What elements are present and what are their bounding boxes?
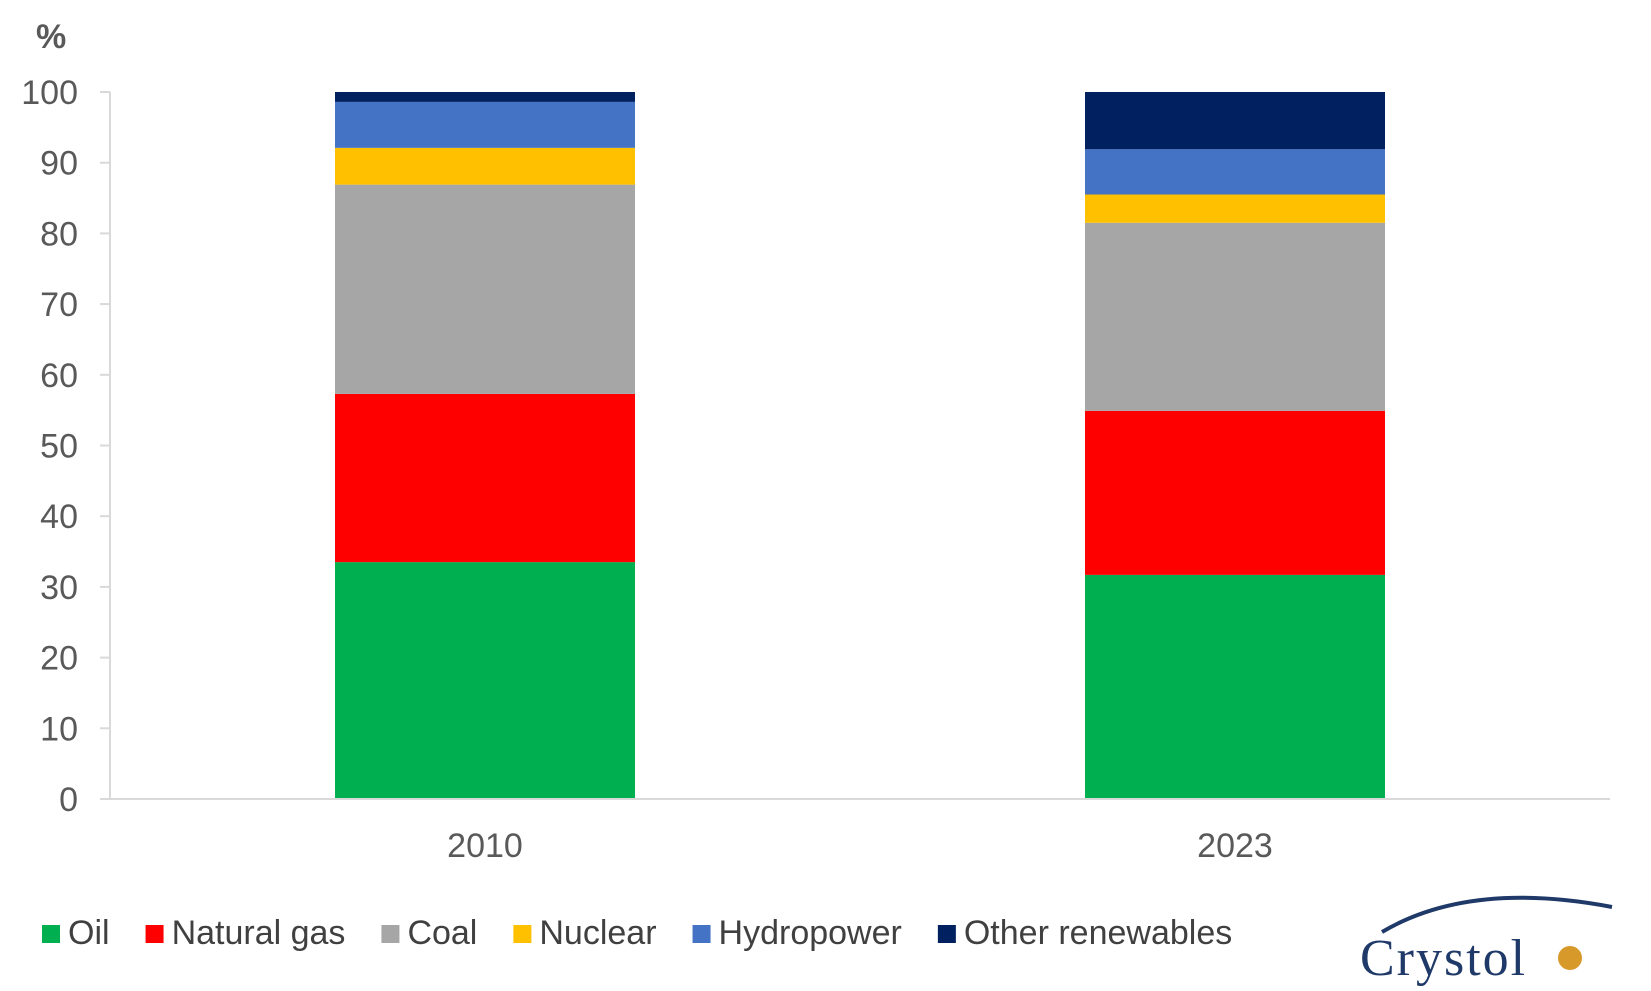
y-tick-label: 90 <box>40 145 78 183</box>
legend-label: Other renewables <box>964 914 1232 952</box>
bar-segment-coal-2023 <box>1085 222 1385 411</box>
y-tick-label: 10 <box>40 710 78 748</box>
bar-segment-natural-gas-2023 <box>1085 410 1385 575</box>
legend: Oil Natural gas Coal Nuclear Hydropower Other… <box>42 914 1232 952</box>
legend-swatch-natural-gas <box>145 925 164 943</box>
legend-swatch-coal <box>381 925 400 943</box>
logo-text: Crystol <box>1360 930 1527 987</box>
legend-swatch-oil <box>42 925 60 943</box>
bar-segment-hydropower-2010 <box>335 101 635 148</box>
y-tick-label: 80 <box>40 215 78 253</box>
y-tick-label: 30 <box>40 569 78 607</box>
y-tick-label: 0 <box>59 781 78 819</box>
bars <box>335 92 1385 799</box>
bar-segment-nuclear-2010 <box>335 147 635 185</box>
bar-segment-oil-2023 <box>1085 574 1385 799</box>
x-axis: 2010 2023 <box>447 827 1273 865</box>
legend-label: Hydropower <box>719 914 902 952</box>
y-tick-label: 20 <box>40 640 78 678</box>
legend-label: Natural gas <box>172 914 346 952</box>
y-unit-label: % <box>36 18 66 56</box>
logo-drop-icon <box>1558 946 1582 970</box>
y-axis: 0 10 20 30 40 50 60 70 80 90 100 <box>21 74 110 819</box>
y-tick-label: 50 <box>40 428 78 466</box>
bar-segment-other-renewables-2010 <box>335 92 635 102</box>
y-tick-label: 60 <box>40 357 78 395</box>
x-tick-label: 2023 <box>1197 827 1273 865</box>
legend-swatch-nuclear <box>513 925 532 943</box>
y-tick-label: 100 <box>21 74 78 112</box>
legend-label: Coal <box>407 914 477 952</box>
legend-label: Oil <box>68 914 110 952</box>
legend-swatch-other-renewables <box>937 925 956 943</box>
legend-swatch-hydropower <box>692 925 711 943</box>
crystol-logo: Crystol <box>1360 895 1613 987</box>
bar-segment-oil-2010 <box>335 562 635 799</box>
logo-swoosh <box>1380 895 1613 934</box>
x-tick-label: 2010 <box>447 827 523 865</box>
y-tick-label: 70 <box>40 286 78 324</box>
bar-segment-nuclear-2023 <box>1085 194 1385 223</box>
bar-segment-natural-gas-2010 <box>335 393 635 563</box>
legend-label: Nuclear <box>539 914 656 952</box>
bar-segment-hydropower-2023 <box>1085 149 1385 195</box>
bar-segment-coal-2010 <box>335 184 635 394</box>
y-tick-label: 40 <box>40 498 78 536</box>
bar-segment-other-renewables-2023 <box>1085 92 1385 150</box>
